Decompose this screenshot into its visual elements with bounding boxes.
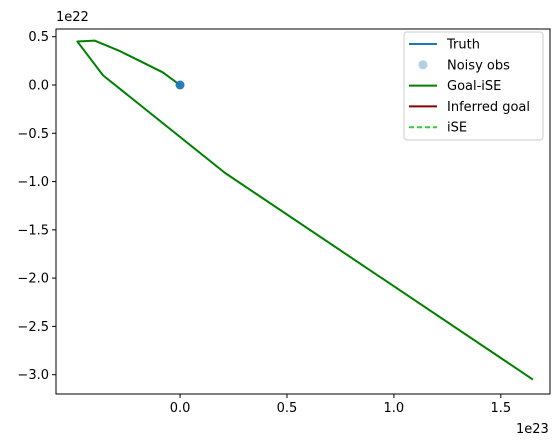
y-tick-label: −2.5 <box>17 320 49 335</box>
y-offset-label: 1e22 <box>56 10 89 25</box>
y-tick-label: 0.0 <box>28 79 49 94</box>
legend-box <box>403 31 544 141</box>
y-tick-label: −1.5 <box>17 223 49 238</box>
legend-label-truth: Truth <box>446 38 480 53</box>
legend-label-ise: iSE <box>447 121 467 136</box>
y-tick-label: −2.0 <box>17 272 49 287</box>
x-tick-label: 0.5 <box>277 401 298 416</box>
x-axis: 0.0 0.5 1.0 1.5 <box>170 394 511 416</box>
series-line-goal-ise <box>76 39 534 381</box>
y-tick-label: 0.5 <box>28 30 49 45</box>
y-tick-label: −1.0 <box>17 175 49 190</box>
noisy-obs-point <box>175 80 185 90</box>
legend-label-noisy-obs: Noisy obs <box>447 58 510 73</box>
legend-label-inferred-goal: Inferred goal <box>447 100 530 115</box>
y-tick-label: −0.5 <box>17 127 49 142</box>
y-axis: 0.5 0.0 −0.5 −1.0 −1.5 −2.0 −2.5 −3.0 <box>17 30 56 383</box>
x-tick-label: 0.0 <box>170 401 191 416</box>
series-layer <box>76 39 534 381</box>
legend-label-goal-ise: Goal-iSE <box>447 79 501 94</box>
legend-swatch-noisy-obs <box>418 60 428 70</box>
legend: Truth Noisy obs Goal-iSE Inferred goal iSE <box>403 31 544 141</box>
y-tick-label: −3.0 <box>17 368 49 383</box>
x-offset-label: 1e23 <box>516 422 549 437</box>
plot-frame <box>55 28 551 395</box>
x-tick-label: 1.0 <box>384 401 405 416</box>
x-tick-label: 1.5 <box>490 401 511 416</box>
